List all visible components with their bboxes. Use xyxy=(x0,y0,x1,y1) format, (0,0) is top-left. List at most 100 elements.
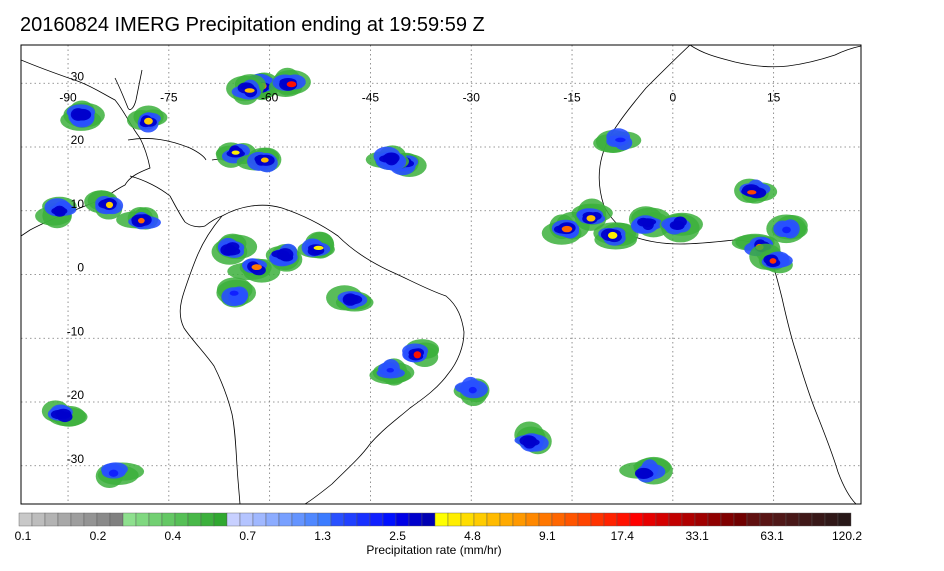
colorbar-tick-label: 0.2 xyxy=(90,529,107,543)
colorbar-swatch xyxy=(200,512,215,527)
colorbar-swatch xyxy=(460,512,475,527)
colorbar-swatch xyxy=(330,512,345,527)
colorbar-swatch xyxy=(239,512,254,527)
precip-cell xyxy=(369,358,415,386)
latitude-labels: 30 20 10 0 -10 -20 -30 xyxy=(67,69,85,466)
colorbar-swatch xyxy=(447,512,462,527)
colorbar-swatch xyxy=(668,512,683,527)
colorbar-swatch xyxy=(369,512,384,527)
longitude-tick-label: -15 xyxy=(563,90,581,104)
precip-cell xyxy=(659,212,703,243)
precip-cell xyxy=(749,243,793,274)
colorbar-swatch xyxy=(499,512,514,527)
precip-cell xyxy=(593,222,639,250)
colorbar-tick-label: 1.3 xyxy=(314,529,331,543)
precipitation-field xyxy=(35,67,808,488)
colorbar-swatch xyxy=(382,512,397,527)
precip-cell xyxy=(402,339,440,368)
coast-cuba xyxy=(127,138,207,161)
precip-cell xyxy=(126,105,168,133)
precip-cell xyxy=(593,128,642,154)
colorbar-swatch xyxy=(31,512,46,527)
precip-cell xyxy=(365,145,410,171)
colorbar-tick-label: 63.1 xyxy=(760,529,784,543)
precip-cell xyxy=(211,233,258,265)
colorbar-swatch xyxy=(395,512,410,527)
precip-cell xyxy=(35,196,77,229)
precip-cell xyxy=(41,400,88,427)
colorbar-swatch xyxy=(642,512,657,527)
map-title: 20160824 IMERG Precipitation ending at 1… xyxy=(20,14,485,36)
colorbar-swatch xyxy=(70,512,85,527)
colorbar-swatch xyxy=(512,512,527,527)
colorbar-swatch xyxy=(343,512,358,527)
latitude-tick-label: -10 xyxy=(67,324,85,338)
colorbar-tick-label: 33.1 xyxy=(686,529,710,543)
colorbar-tick-labels: 0.1 0.2 0.4 0.7 1.3 2.5 4.8 9.1 17.4 33.1 63.1 120.… xyxy=(15,529,863,543)
colorbar-swatch xyxy=(18,512,33,527)
colorbar-swatch xyxy=(57,512,72,527)
colorbar-tick-label: 0.4 xyxy=(164,529,181,543)
colorbar-swatch xyxy=(720,512,735,527)
coast-africa-southwest xyxy=(767,251,857,504)
colorbar-swatch xyxy=(837,512,852,527)
longitude-tick-label: -90 xyxy=(59,90,77,104)
colorbar-swatch xyxy=(681,512,696,527)
colorbar-swatch xyxy=(265,512,280,527)
precip-cell xyxy=(766,214,808,244)
precip-cell xyxy=(297,231,335,259)
longitude-tick-label: -60 xyxy=(261,90,279,104)
colorbar-swatch xyxy=(473,512,488,527)
colorbar-swatch xyxy=(83,512,98,527)
colorbar-swatch xyxy=(421,512,436,527)
colorbar-tick-label: 0.7 xyxy=(239,529,256,543)
colorbar-swatch xyxy=(694,512,709,527)
colorbar-swatch xyxy=(486,512,501,527)
colorbar-swatch xyxy=(278,512,293,527)
precip-cell xyxy=(734,178,778,204)
colorbar-swatch xyxy=(655,512,670,527)
colorbar-tick-label: 9.1 xyxy=(539,529,556,543)
precip-cell xyxy=(268,67,311,97)
colorbar-swatch xyxy=(538,512,553,527)
latitude-tick-label: 20 xyxy=(71,133,85,147)
precip-cell xyxy=(514,421,552,455)
precip-cell xyxy=(571,198,613,231)
colorbar-swatch xyxy=(148,512,163,527)
colorbar-tick-label: 0.1 xyxy=(15,529,32,543)
colorbar-swatch xyxy=(746,512,761,527)
coast-mediterranean xyxy=(689,45,861,68)
coast-south-america-west xyxy=(179,215,241,504)
colorbar-swatch xyxy=(785,512,800,527)
latitude-tick-label: -20 xyxy=(67,388,85,402)
latitude-tick-label: 0 xyxy=(77,261,84,275)
longitude-tick-label: -30 xyxy=(463,90,481,104)
colorbar-swatch xyxy=(629,512,644,527)
precip-cell xyxy=(215,142,257,168)
longitude-tick-label: 0 xyxy=(669,90,676,104)
colorbar-swatch xyxy=(590,512,605,527)
longitude-tick-label: -45 xyxy=(362,90,380,104)
latitude-tick-label: 30 xyxy=(71,69,85,83)
colorbar-swatch xyxy=(174,512,189,527)
precip-cell xyxy=(453,376,490,407)
colorbar-swatch xyxy=(161,512,176,527)
colorbar-tick-label: 2.5 xyxy=(389,529,406,543)
colorbar-swatch xyxy=(109,512,124,527)
colorbar-swatch xyxy=(564,512,579,527)
coast-central-america xyxy=(129,175,223,228)
precip-cell xyxy=(60,100,105,131)
map-frame xyxy=(20,44,862,505)
colorbar-swatch xyxy=(135,512,150,527)
colorbar-swatch xyxy=(44,512,59,527)
colorbar-swatch xyxy=(96,512,111,527)
precip-cell xyxy=(619,456,673,485)
colorbar-swatch xyxy=(759,512,774,527)
colorbar-swatch xyxy=(226,512,241,527)
longitude-labels: -90 -75 -60 -45 -30 -15 0 15 xyxy=(59,90,780,104)
precip-cell xyxy=(265,243,303,272)
precip-cell xyxy=(226,74,266,105)
colorbar-swatch xyxy=(291,512,306,527)
coast-florida xyxy=(114,69,143,110)
